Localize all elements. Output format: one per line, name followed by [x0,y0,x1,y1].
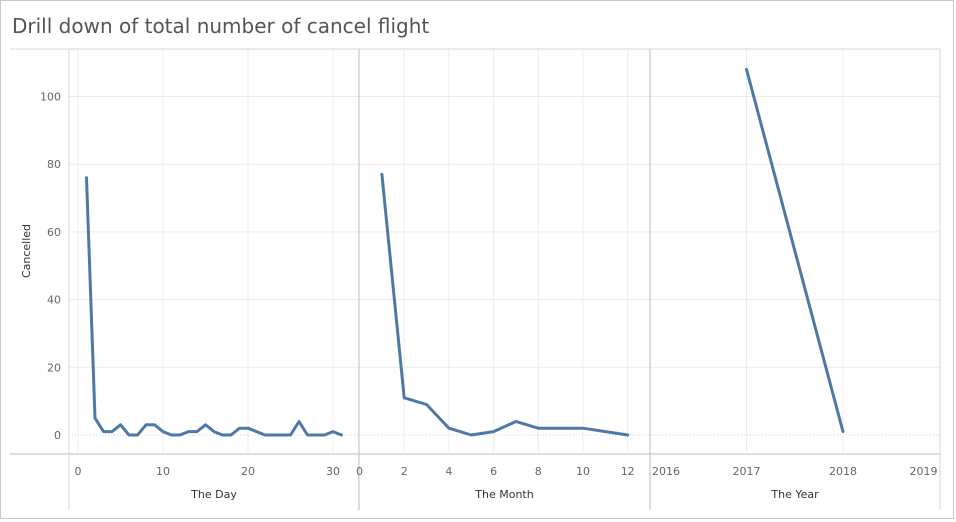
x-tick-label: 2017 [733,465,761,478]
x-tick-label: 10 [156,465,170,478]
x-tick-label: 2016 [652,465,680,478]
y-tick-label: 0 [54,429,61,442]
x-tick-label: 4 [445,465,452,478]
series-line[interactable] [745,67,845,434]
series-line[interactable] [85,176,343,437]
x-tick-label: 2018 [829,465,857,478]
y-tick-label: 20 [47,361,61,374]
chart-title: Drill down of total number of cancel fli… [12,14,430,38]
x-tick-label: 20 [241,465,255,478]
y-tick-label: 40 [47,294,61,307]
x-tick-label: 2019 [910,465,938,478]
x-tick-label: 2 [401,465,408,478]
x-axis-title: The Month [474,488,533,501]
series-line[interactable] [380,172,630,437]
y-tick-label: 60 [47,226,61,239]
x-tick-label: 8 [535,465,542,478]
x-tick-label: 30 [326,465,340,478]
x-tick-label: 0 [356,465,363,478]
x-tick-label: 0 [75,465,82,478]
x-tick-label: 6 [490,465,497,478]
x-tick-label: 10 [576,465,590,478]
x-axis-title: The Day [190,488,237,501]
y-tick-label: 100 [40,91,61,104]
y-tick-label: 80 [47,158,61,171]
x-tick-label: 12 [621,465,635,478]
y-axis-title: Cancelled [20,224,33,278]
x-axis-title: The Year [770,488,819,501]
